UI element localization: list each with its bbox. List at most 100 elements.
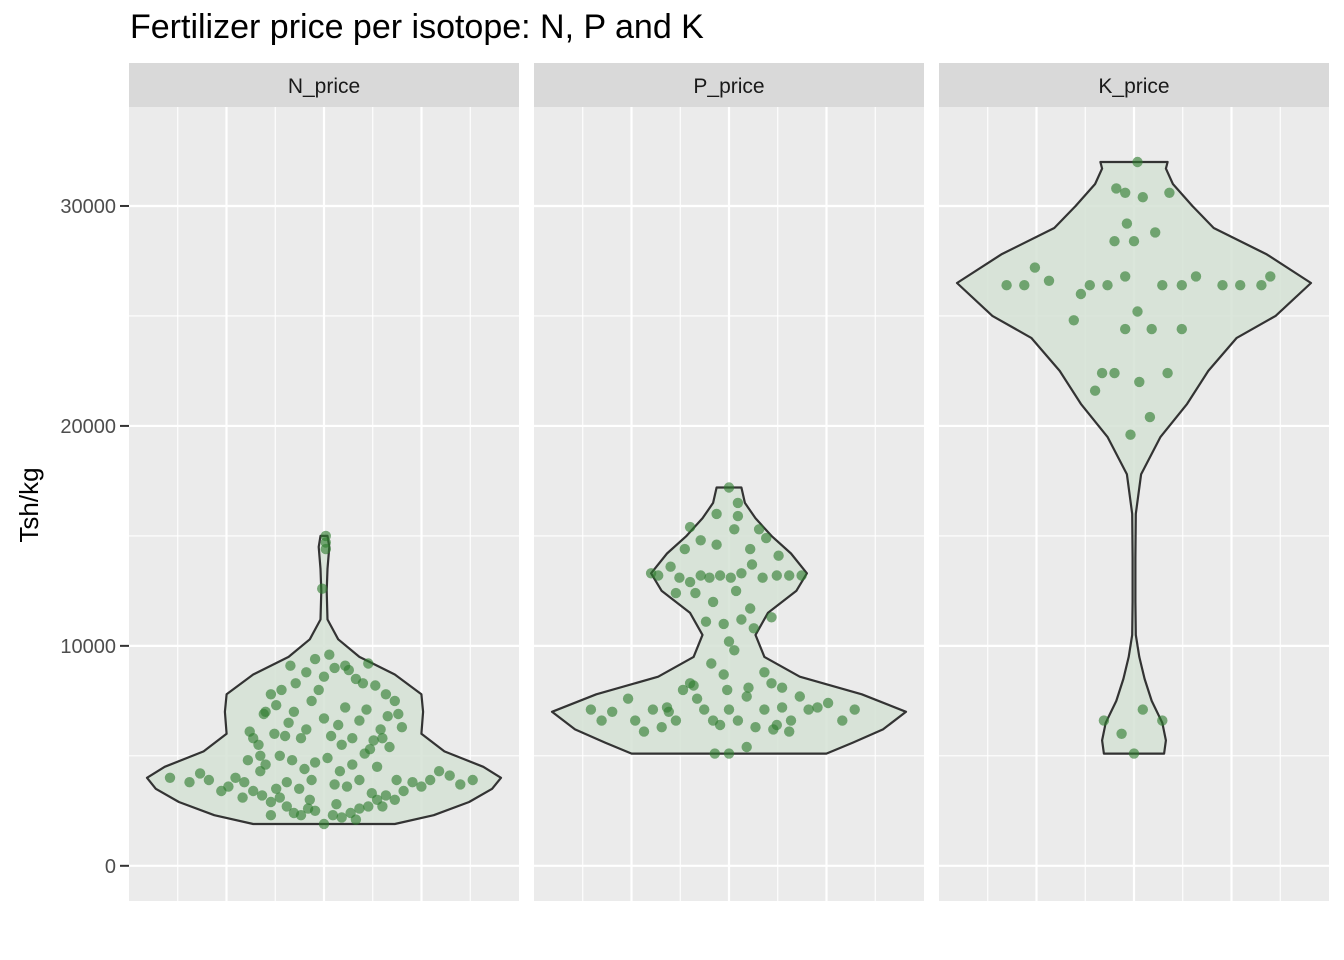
data-point (393, 708, 404, 720)
data-point (318, 818, 330, 830)
data-point (327, 810, 339, 821)
data-point (237, 792, 248, 803)
data-point (271, 700, 282, 711)
data-point (322, 752, 333, 764)
data-point (248, 785, 259, 797)
data-point (1137, 192, 1149, 203)
data-point (743, 682, 754, 693)
data-point (276, 684, 287, 696)
data-point (354, 803, 365, 814)
data-point (688, 680, 699, 691)
data-point (325, 730, 337, 742)
data-point (1265, 271, 1276, 282)
data-point (661, 702, 673, 713)
data-point (1217, 280, 1228, 291)
data-point (223, 781, 234, 792)
data-point (729, 645, 740, 656)
data-point (274, 750, 285, 761)
data-point (1111, 183, 1122, 194)
data-point (1096, 367, 1108, 379)
data-point (794, 691, 805, 702)
data-point (377, 733, 388, 744)
data-point (425, 774, 436, 786)
data-point (699, 704, 710, 715)
data-point (732, 510, 744, 522)
data-point (391, 774, 402, 786)
data-point (1075, 288, 1087, 300)
data-point (607, 706, 618, 717)
strip-background (939, 63, 1329, 107)
data-point (622, 693, 634, 704)
data-point (723, 748, 735, 759)
data-point (784, 726, 795, 737)
data-point (704, 572, 715, 583)
data-point (1084, 280, 1096, 291)
data-point (718, 669, 729, 680)
data-point (407, 777, 418, 788)
data-point (357, 678, 369, 689)
data-point (260, 759, 271, 770)
data-point (1132, 156, 1143, 168)
data-point (706, 658, 717, 669)
data-point (184, 777, 195, 788)
data-point (347, 733, 358, 744)
data-point (364, 744, 376, 755)
data-point (255, 750, 266, 761)
data-point (1102, 280, 1113, 291)
data-point (736, 568, 747, 579)
data-point (329, 779, 340, 790)
data-point (1176, 323, 1188, 335)
data-point (271, 783, 282, 794)
data-point (239, 777, 250, 788)
data-point (366, 788, 377, 799)
data-point (596, 715, 607, 726)
data-point (1132, 306, 1143, 317)
data-point (433, 766, 445, 777)
data-point (736, 614, 747, 625)
data-point (653, 570, 664, 581)
data-point (274, 792, 285, 803)
data-point (718, 618, 729, 630)
data-point (398, 785, 409, 797)
data-point (1125, 429, 1136, 440)
data-point (347, 759, 358, 770)
data-point (363, 658, 374, 669)
data-point (773, 550, 784, 561)
data-point (714, 719, 726, 731)
data-point (295, 733, 307, 744)
strip-background (129, 63, 519, 107)
data-point (1001, 280, 1012, 291)
data-point (707, 596, 719, 608)
data-point (709, 748, 720, 759)
data-point (380, 689, 392, 700)
data-point (336, 812, 347, 823)
data-point (1134, 376, 1145, 388)
data-point (722, 684, 733, 696)
data-point (638, 726, 650, 737)
data-point (1162, 367, 1173, 379)
data-point (837, 715, 848, 726)
data-point (350, 814, 362, 825)
data-point (766, 612, 777, 623)
data-point (285, 660, 296, 671)
data-point (776, 702, 788, 713)
data-point (301, 724, 312, 735)
data-point (690, 587, 701, 599)
data-point (745, 603, 756, 614)
data-point (723, 704, 735, 715)
data-point (269, 728, 280, 739)
data-point (375, 724, 386, 735)
data-point (1120, 271, 1131, 282)
data-point (317, 583, 328, 594)
data-point (748, 623, 759, 634)
data-point (290, 678, 301, 689)
data-point (759, 704, 770, 715)
facet-panel-N_price: N_price (129, 63, 519, 901)
data-point (766, 678, 777, 689)
data-point (1164, 187, 1175, 198)
data-point (647, 704, 659, 715)
y-axis: 0 10000 20000 30000 (60, 196, 129, 878)
data-point (309, 757, 321, 768)
data-point (265, 796, 277, 808)
